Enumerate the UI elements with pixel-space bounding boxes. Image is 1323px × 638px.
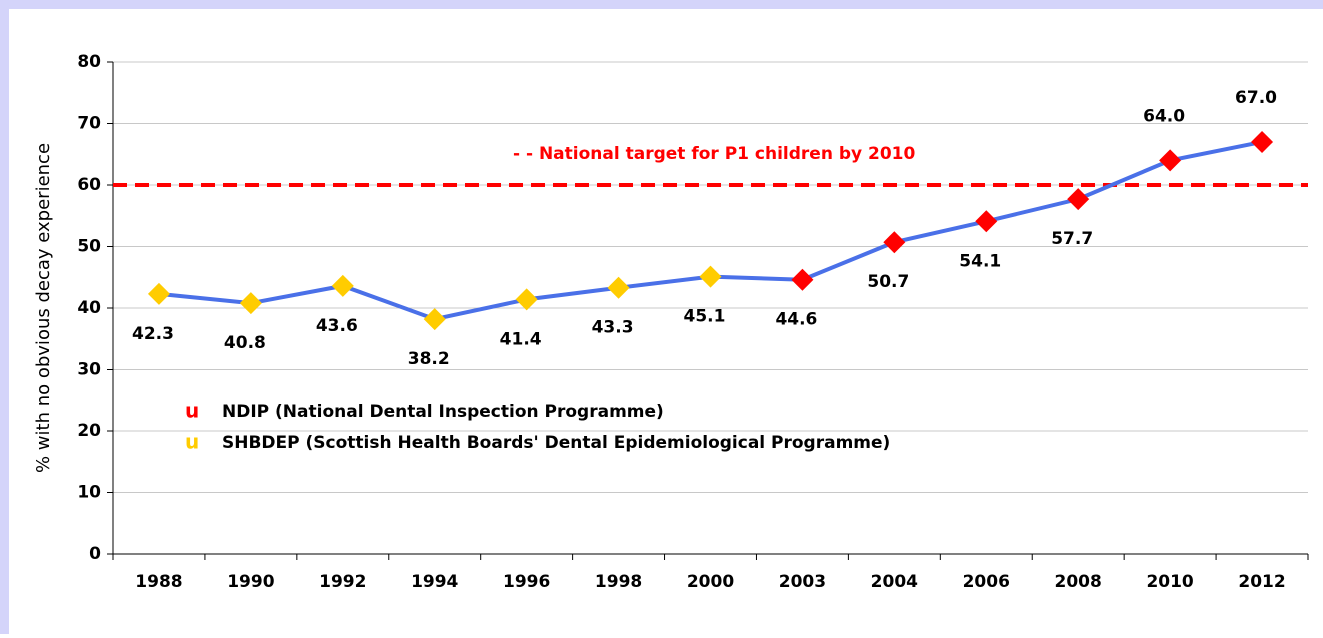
legend-marker: u: [185, 399, 199, 423]
data-marker: [975, 210, 998, 233]
data-marker: [883, 231, 906, 254]
data-marker: [607, 276, 630, 299]
x-tick-label: 1988: [135, 572, 182, 592]
x-tick-label: 2006: [963, 572, 1010, 592]
data-marker: [1067, 188, 1090, 211]
data-label: 43.3: [592, 318, 634, 338]
data-label: 40.8: [224, 333, 266, 353]
data-label: 67.0: [1235, 88, 1277, 108]
x-tick-label: 1992: [319, 572, 366, 592]
data-label: 44.6: [775, 310, 817, 330]
y-tick-label: 40: [77, 298, 101, 318]
data-label: 45.1: [684, 307, 726, 327]
x-tick-label: 1990: [227, 572, 274, 592]
data-marker: [791, 268, 814, 291]
x-tick-label: 2004: [871, 572, 918, 592]
data-label: 50.7: [867, 272, 909, 292]
data-marker: [147, 282, 170, 305]
data-label: 54.1: [959, 251, 1001, 271]
data-label: 41.4: [500, 329, 542, 349]
y-tick-label: 70: [77, 114, 101, 134]
x-tick-label: 2010: [1146, 572, 1193, 592]
data-label: 57.7: [1051, 229, 1093, 249]
legend-marker: u: [185, 430, 199, 454]
data-marker: [331, 274, 354, 297]
data-marker: [423, 308, 446, 331]
data-marker: [239, 292, 262, 315]
y-tick-label: 30: [77, 360, 101, 380]
x-tick-label: 1994: [411, 572, 458, 592]
x-tick-label: 1998: [595, 572, 642, 592]
target-label: - - National target for P1 children by 2…: [513, 144, 916, 164]
y-tick-label: 0: [89, 544, 101, 564]
data-label: 42.3: [132, 324, 174, 344]
data-label: 38.2: [408, 349, 450, 369]
y-tick-label: 10: [77, 483, 101, 503]
x-tick-label: 2003: [779, 572, 826, 592]
data-marker: [1251, 130, 1274, 153]
data-label: 43.6: [316, 316, 358, 336]
data-marker: [699, 265, 722, 288]
y-tick-label: 50: [77, 237, 101, 257]
x-tick-label: 2008: [1055, 572, 1102, 592]
x-tick-label: 1996: [503, 572, 550, 592]
data-marker: [515, 288, 538, 311]
x-tick-label: 2000: [687, 572, 734, 592]
y-axis-label: % with no obvious decay experience: [33, 143, 54, 473]
chart-background: [9, 9, 1323, 634]
y-tick-label: 80: [77, 52, 101, 72]
data-marker: [1159, 149, 1182, 172]
legend-label: SHBDEP (Scottish Health Boards' Dental E…: [222, 433, 890, 453]
y-tick-label: 20: [77, 421, 101, 441]
y-tick-label: 60: [77, 175, 101, 195]
x-tick-label: 2012: [1238, 572, 1285, 592]
data-label: 64.0: [1143, 106, 1185, 126]
legend-label: NDIP (National Dental Inspection Program…: [222, 402, 664, 422]
